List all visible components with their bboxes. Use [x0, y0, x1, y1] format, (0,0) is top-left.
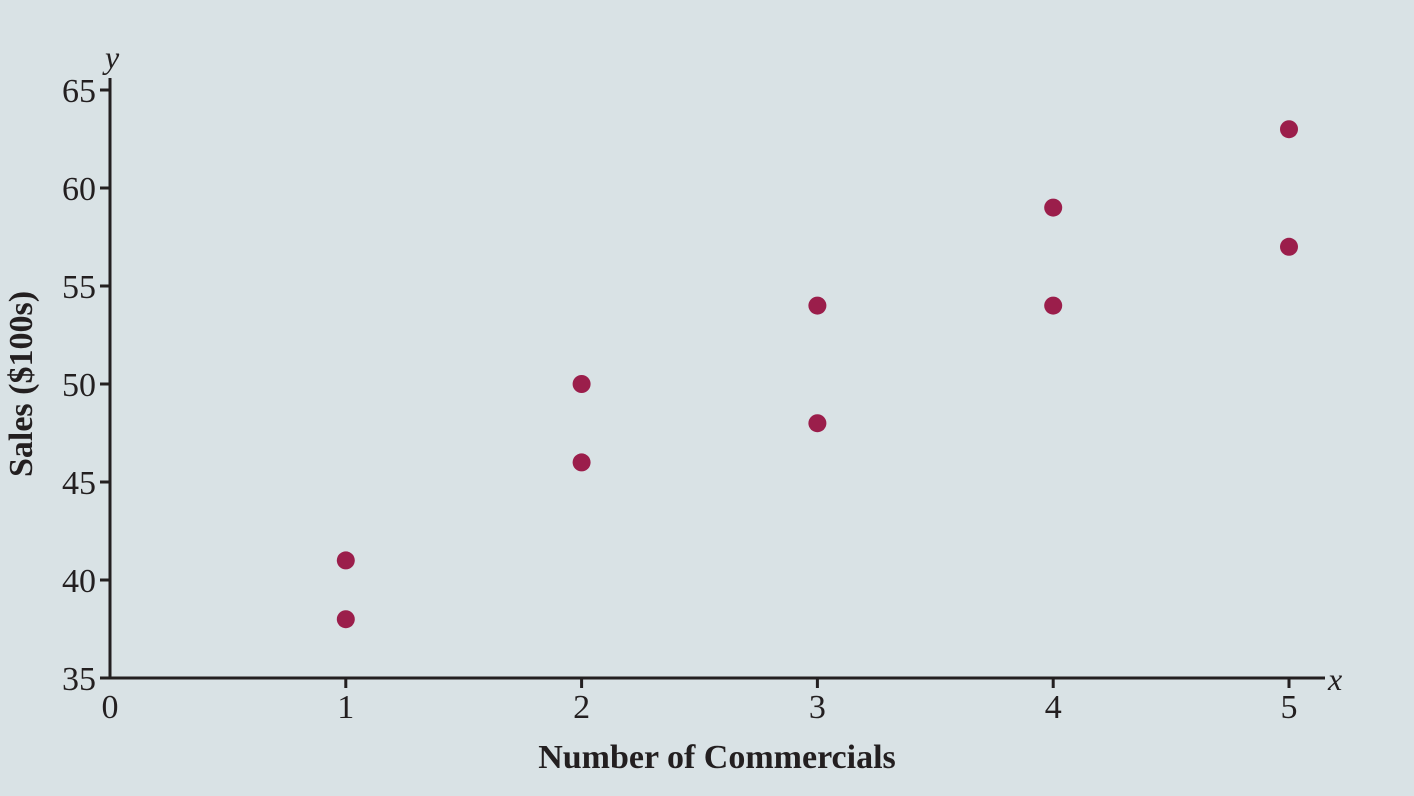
y-tick-label: 60 — [62, 171, 96, 208]
x-axis-ticks: 0 1 2 3 4 5 — [102, 678, 1298, 726]
y-tick-label: 50 — [62, 367, 96, 404]
y-tick-label: 45 — [62, 465, 96, 502]
x-tick-label: 2 — [573, 689, 590, 726]
data-point — [572, 375, 591, 393]
y-tick-label: 35 — [62, 661, 96, 698]
data-point — [572, 453, 591, 472]
data-point — [336, 610, 355, 629]
x-tick-label: 4 — [1045, 689, 1062, 726]
x-tick-label: 0 — [102, 689, 119, 726]
x-axis-symbol: x — [1327, 661, 1342, 697]
data-point — [1280, 120, 1298, 139]
x-axis-title: Number of Commercials — [538, 739, 896, 776]
x-tick-label: 3 — [809, 689, 826, 726]
x-tick-label: 5 — [1281, 689, 1298, 726]
data-point — [336, 551, 355, 570]
data-point — [808, 414, 827, 433]
data-point — [1280, 237, 1298, 256]
data-point — [1044, 296, 1063, 315]
data-points — [336, 120, 1298, 629]
data-point — [1044, 198, 1063, 217]
y-axis-symbol: y — [102, 39, 120, 75]
data-point — [808, 296, 827, 315]
y-tick-label: 55 — [62, 269, 96, 306]
y-tick-label: 40 — [62, 563, 96, 600]
y-axis-ticks: 35 40 45 50 55 60 65 — [62, 73, 110, 698]
y-tick-label: 65 — [62, 73, 96, 110]
y-axis-title: Sales ($100s) — [3, 291, 40, 477]
x-tick-label: 1 — [337, 689, 354, 726]
